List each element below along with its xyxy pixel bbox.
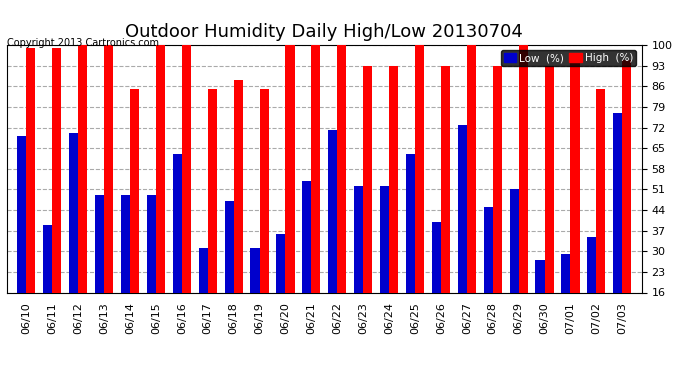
- Bar: [277, 234, 286, 340]
- Bar: [337, 45, 346, 340]
- Bar: [199, 248, 208, 340]
- Bar: [156, 45, 165, 340]
- Bar: [121, 195, 130, 340]
- Bar: [234, 80, 243, 340]
- Bar: [415, 45, 424, 340]
- Bar: [457, 124, 467, 340]
- Bar: [52, 48, 61, 340]
- Bar: [302, 180, 311, 340]
- Bar: [441, 66, 450, 340]
- Bar: [571, 54, 580, 340]
- Bar: [250, 248, 259, 340]
- Bar: [389, 66, 398, 340]
- Bar: [596, 89, 605, 340]
- Bar: [587, 237, 596, 340]
- Legend: Low  (%), High  (%): Low (%), High (%): [500, 50, 636, 66]
- Bar: [328, 130, 337, 340]
- Bar: [104, 45, 113, 340]
- Bar: [95, 195, 104, 340]
- Bar: [26, 48, 35, 340]
- Text: Copyright 2013 Cartronics.com: Copyright 2013 Cartronics.com: [7, 38, 159, 48]
- Bar: [622, 60, 631, 340]
- Bar: [259, 89, 268, 340]
- Bar: [208, 89, 217, 340]
- Bar: [147, 195, 156, 340]
- Bar: [69, 134, 78, 340]
- Bar: [493, 66, 502, 340]
- Bar: [519, 45, 528, 340]
- Bar: [380, 186, 389, 340]
- Bar: [544, 66, 553, 340]
- Bar: [224, 201, 234, 340]
- Bar: [17, 136, 26, 340]
- Bar: [311, 45, 320, 340]
- Bar: [467, 45, 476, 340]
- Bar: [509, 189, 519, 340]
- Bar: [354, 186, 363, 340]
- Bar: [613, 113, 622, 340]
- Title: Outdoor Humidity Daily High/Low 20130704: Outdoor Humidity Daily High/Low 20130704: [126, 22, 523, 40]
- Bar: [484, 207, 493, 340]
- Bar: [406, 154, 415, 340]
- Bar: [286, 45, 295, 340]
- Bar: [78, 45, 87, 340]
- Bar: [181, 45, 191, 340]
- Bar: [535, 260, 544, 340]
- Bar: [130, 89, 139, 340]
- Bar: [43, 225, 52, 340]
- Bar: [172, 154, 181, 340]
- Bar: [432, 222, 441, 340]
- Bar: [562, 254, 571, 340]
- Bar: [363, 66, 372, 340]
